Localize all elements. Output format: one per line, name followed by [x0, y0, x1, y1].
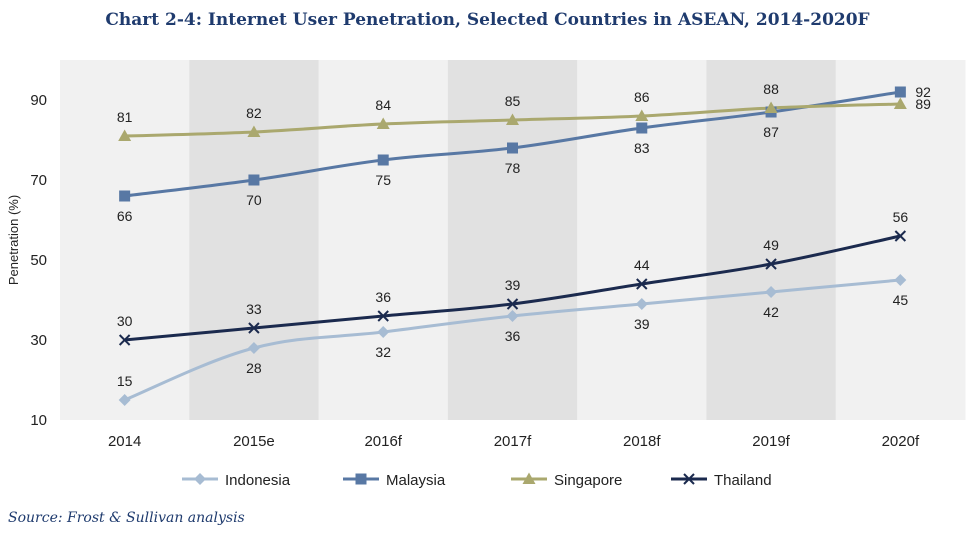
band-2014 [60, 60, 190, 420]
marker-thailand [118, 334, 131, 346]
legend-item-malaysia: Malaysia [343, 472, 446, 489]
data-label-malaysia: 87 [763, 124, 779, 140]
x-axis: 2014 2015e 2016f 2017f 2018f 2019f 2020f [108, 433, 920, 450]
y-axis-label: Penetration (%) [6, 195, 21, 285]
data-label-singapore: 86 [634, 89, 650, 105]
legend-item-indonesia: Indonesia [182, 472, 291, 489]
legend-item-singapore: Singapore [511, 472, 622, 489]
data-label-thailand: 39 [505, 277, 521, 293]
data-label-indonesia: 45 [893, 292, 909, 308]
data-label-thailand: 36 [375, 289, 391, 305]
data-label-malaysia: 66 [117, 208, 133, 224]
data-label-singapore: 82 [246, 105, 262, 121]
series-markers [118, 86, 907, 406]
marker-indonesia [377, 326, 390, 338]
marker-malaysia [377, 154, 389, 166]
y-tick-label: 50 [30, 252, 47, 269]
data-label-indonesia: 32 [375, 344, 391, 360]
band-2019f [706, 60, 837, 420]
legend-label-thailand: Thailand [714, 472, 772, 489]
marker-thailand [636, 278, 648, 290]
x-tick-label: 2020f [882, 433, 920, 450]
data-label-malaysia: 75 [375, 172, 391, 188]
marker-thailand [248, 322, 260, 334]
data-labels: 15 28 32 36 39 42 45 66 70 75 78 83 87 92 81 82 84 85 86 88… [117, 81, 931, 389]
legend-marker-indonesia [194, 473, 206, 485]
data-label-malaysia: 78 [505, 160, 521, 176]
data-label-malaysia: 92 [915, 84, 931, 100]
marker-malaysia [894, 86, 906, 98]
legend-label-singapore: Singapore [554, 472, 622, 489]
data-label-thailand: 33 [246, 301, 262, 317]
marker-malaysia [119, 190, 131, 202]
x-tick-label: 2014 [108, 433, 141, 450]
x-tick-label: 2019f [752, 433, 790, 450]
band-2020f [835, 60, 966, 420]
data-label-indonesia: 42 [763, 304, 779, 320]
legend-label-malaysia: Malaysia [386, 472, 446, 489]
x-tick-label: 2015e [233, 433, 275, 450]
marker-indonesia [506, 310, 519, 322]
legend-marker-singapore [522, 472, 536, 484]
y-tick-label: 30 [30, 332, 47, 349]
chart-source: Source: Frost & Sullivan analysis [8, 510, 245, 526]
marker-indonesia [118, 394, 131, 406]
marker-singapore [376, 117, 390, 129]
data-label-indonesia: 15 [117, 373, 133, 389]
marker-singapore [764, 101, 778, 113]
marker-thailand [894, 230, 907, 242]
data-label-thailand: 44 [634, 257, 650, 273]
legend-label-indonesia: Indonesia [225, 472, 291, 489]
x-tick-label: 2016f [364, 433, 402, 450]
marker-indonesia [635, 298, 648, 310]
band-2016f [318, 60, 449, 420]
marker-indonesia [247, 342, 260, 354]
marker-malaysia [636, 122, 648, 134]
marker-indonesia [894, 274, 907, 286]
data-label-singapore: 88 [763, 81, 779, 97]
data-label-singapore: 85 [505, 93, 521, 109]
y-tick-label: 70 [30, 172, 47, 189]
marker-singapore [893, 97, 907, 109]
data-label-thailand: 49 [763, 237, 779, 253]
data-label-singapore: 89 [915, 96, 931, 112]
marker-singapore [635, 109, 649, 121]
marker-thailand [765, 258, 777, 270]
marker-indonesia [765, 286, 778, 298]
marker-malaysia [507, 142, 518, 154]
data-label-thailand: 30 [117, 313, 133, 329]
data-label-indonesia: 36 [505, 328, 521, 344]
data-label-singapore: 81 [117, 109, 133, 125]
data-label-indonesia: 39 [634, 316, 650, 332]
marker-malaysia [248, 174, 260, 186]
x-tick-label: 2018f [623, 433, 661, 450]
data-label-singapore: 84 [375, 97, 391, 113]
band-2015e [189, 60, 320, 420]
data-label-malaysia: 70 [246, 192, 262, 208]
chart-title: Chart 2-4: Internet User Penetration, Se… [105, 10, 870, 30]
legend-item-thailand: Thailand [671, 472, 772, 489]
x-tick-label: 2017f [494, 433, 532, 450]
data-label-malaysia: 83 [634, 140, 650, 156]
marker-thailand [506, 298, 519, 310]
data-label-indonesia: 28 [246, 360, 262, 376]
y-tick-label: 10 [30, 412, 47, 429]
marker-singapore [118, 129, 132, 141]
data-label-thailand: 56 [893, 209, 909, 225]
marker-thailand [377, 310, 389, 322]
legend-marker-thailand [683, 473, 695, 485]
marker-singapore [247, 125, 261, 137]
y-axis: 10 30 50 70 90 Penetration (%) [6, 92, 47, 429]
marker-singapore [506, 113, 519, 125]
legend: Indonesia Malaysia Singapore Thailand [182, 472, 772, 489]
y-tick-label: 90 [30, 92, 47, 109]
legend-marker-malaysia [355, 473, 367, 485]
